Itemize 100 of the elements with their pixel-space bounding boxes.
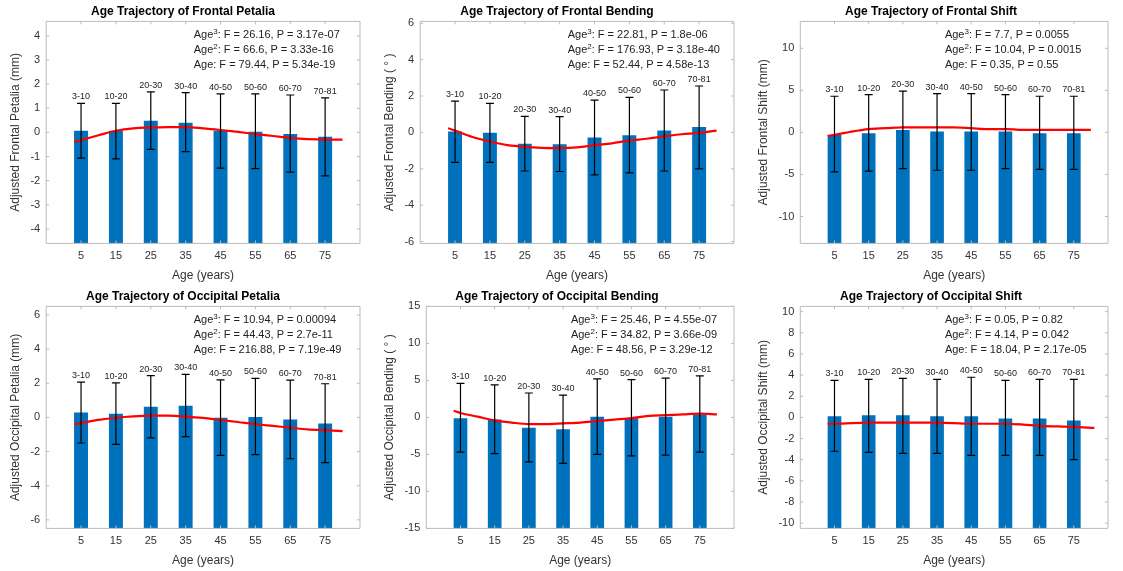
chart-title: Age Trajectory of Occipital Bending (455, 288, 659, 303)
y-tick-label: 4 (408, 52, 415, 65)
x-tick-label: 15 (488, 534, 501, 547)
x-tick-label: 55 (999, 249, 1012, 262)
y-tick-label: -10 (404, 484, 421, 497)
annotation: Age: F = 48.56, P = 3.29e-12 (570, 343, 713, 356)
annotation: 30-40 (548, 104, 572, 115)
bar (487, 419, 502, 529)
x-tick-label: 25 (144, 534, 157, 547)
bar (556, 429, 570, 529)
y-tick-label: 10 (782, 304, 795, 317)
y-tick-label: 4 (34, 342, 41, 355)
x-tick-label: 25 (518, 249, 531, 262)
annotation: 70-81 (687, 73, 711, 84)
y-tick-label: 2 (788, 389, 795, 402)
bar (622, 135, 637, 244)
x-tick-label: 65 (284, 534, 297, 547)
annotation: Age: F = 52.44, P = 4.58e-13 (567, 58, 710, 71)
y-axis-title: Adjusted Occipital Shift (mm) (755, 340, 770, 495)
chart-title: Age Trajectory of Frontal Petalia (90, 3, 276, 18)
bar (517, 143, 532, 244)
x-tick-label: 65 (284, 249, 297, 262)
annotation: 40-50 (583, 88, 607, 99)
annotation: 3-10 (72, 91, 91, 102)
x-tick-label: 35 (179, 249, 192, 262)
x-tick-label: 75 (693, 534, 706, 547)
x-tick-label: 65 (1033, 249, 1046, 262)
annotation: 40-50 (959, 81, 983, 92)
y-tick-label: -10 (778, 516, 795, 529)
y-tick-label: 2 (34, 376, 41, 389)
annotation: 70-81 (1062, 367, 1086, 378)
annotation: 10-20 (104, 370, 128, 381)
y-tick-label: 5 (414, 373, 421, 386)
annotation: 40-50 (959, 365, 983, 376)
y-tick-label: -5 (410, 447, 421, 460)
y-tick-label: 0 (788, 410, 795, 423)
y-tick-label: -5 (784, 167, 795, 180)
x-tick-label: 15 (862, 249, 875, 262)
y-tick-label: -6 (404, 234, 415, 247)
annotation: 20-30 (517, 380, 541, 391)
y-tick-label: -4 (30, 221, 41, 234)
y-tick-label: 3 (34, 53, 41, 66)
bar (74, 412, 89, 529)
x-tick-label: 5 (457, 534, 464, 547)
y-tick-label: -2 (404, 161, 415, 174)
line-series (826, 126, 1093, 137)
y-tick-label: 0 (34, 410, 41, 423)
annotation: 10-20 (483, 372, 507, 383)
bar (74, 130, 89, 244)
y-tick-label: 10 (782, 41, 795, 54)
y-tick-label: 2 (34, 77, 41, 90)
x-tick-label: 5 (77, 249, 85, 262)
y-tick-label: 5 (788, 83, 795, 96)
x-tick-label: 75 (319, 249, 332, 262)
bar (318, 136, 333, 244)
chart-title: Age Trajectory of Frontal Bending (460, 3, 654, 18)
x-tick-label: 35 (179, 534, 192, 547)
x-axis-title: Age (years) (923, 268, 986, 283)
x-tick-label: 5 (831, 534, 838, 547)
y-tick-label: 4 (788, 368, 795, 381)
annotation: 3-10 (446, 89, 465, 100)
line-series (446, 127, 718, 150)
y-axis-title: Adjusted Frontal Petalia (mm) (7, 53, 22, 212)
annotation: 30-40 (174, 362, 198, 373)
y-tick-label: -6 (30, 512, 41, 525)
annotation: 60-70 (1028, 84, 1052, 95)
y-tick-label: 1 (34, 101, 41, 114)
annotation: 50-60 (243, 81, 267, 92)
x-tick-label: 5 (831, 249, 838, 262)
y-tick-label: 10 (408, 336, 421, 349)
annotation: 70-81 (1062, 84, 1086, 95)
y-tick-label: 6 (788, 347, 795, 359)
line-series (72, 414, 344, 433)
annotation: 50-60 (617, 85, 641, 96)
bar (590, 416, 605, 529)
line-series (72, 125, 344, 144)
bar (318, 423, 333, 529)
y-tick-label: -10 (778, 209, 795, 222)
annotation: 3-10 (72, 370, 91, 381)
x-tick-label: 15 (862, 534, 875, 547)
bar (453, 418, 468, 529)
y-tick-label: 6 (408, 16, 415, 29)
x-tick-label: 25 (144, 249, 157, 262)
x-tick-label: 15 (109, 534, 123, 547)
x-tick-label: 45 (965, 534, 978, 547)
bar (657, 130, 672, 244)
bar (552, 144, 567, 244)
x-tick-label: 45 (214, 249, 227, 262)
y-tick-label: 0 (788, 125, 795, 138)
x-tick-label: 65 (1033, 534, 1046, 547)
x-tick-label: 25 (896, 249, 909, 262)
annotation: 20-30 (139, 79, 163, 90)
y-axis-title: Adjusted Occipital Bending ( ° ) (381, 334, 396, 501)
x-tick-label: 55 (623, 249, 636, 262)
y-tick-label: 0 (414, 410, 421, 423)
chart-title: Age Trajectory of Occipital Shift (839, 288, 1023, 303)
x-tick-label: 55 (249, 249, 262, 262)
y-tick-label: -2 (784, 431, 795, 444)
annotation: 10-20 (104, 91, 128, 102)
bar (522, 427, 536, 529)
